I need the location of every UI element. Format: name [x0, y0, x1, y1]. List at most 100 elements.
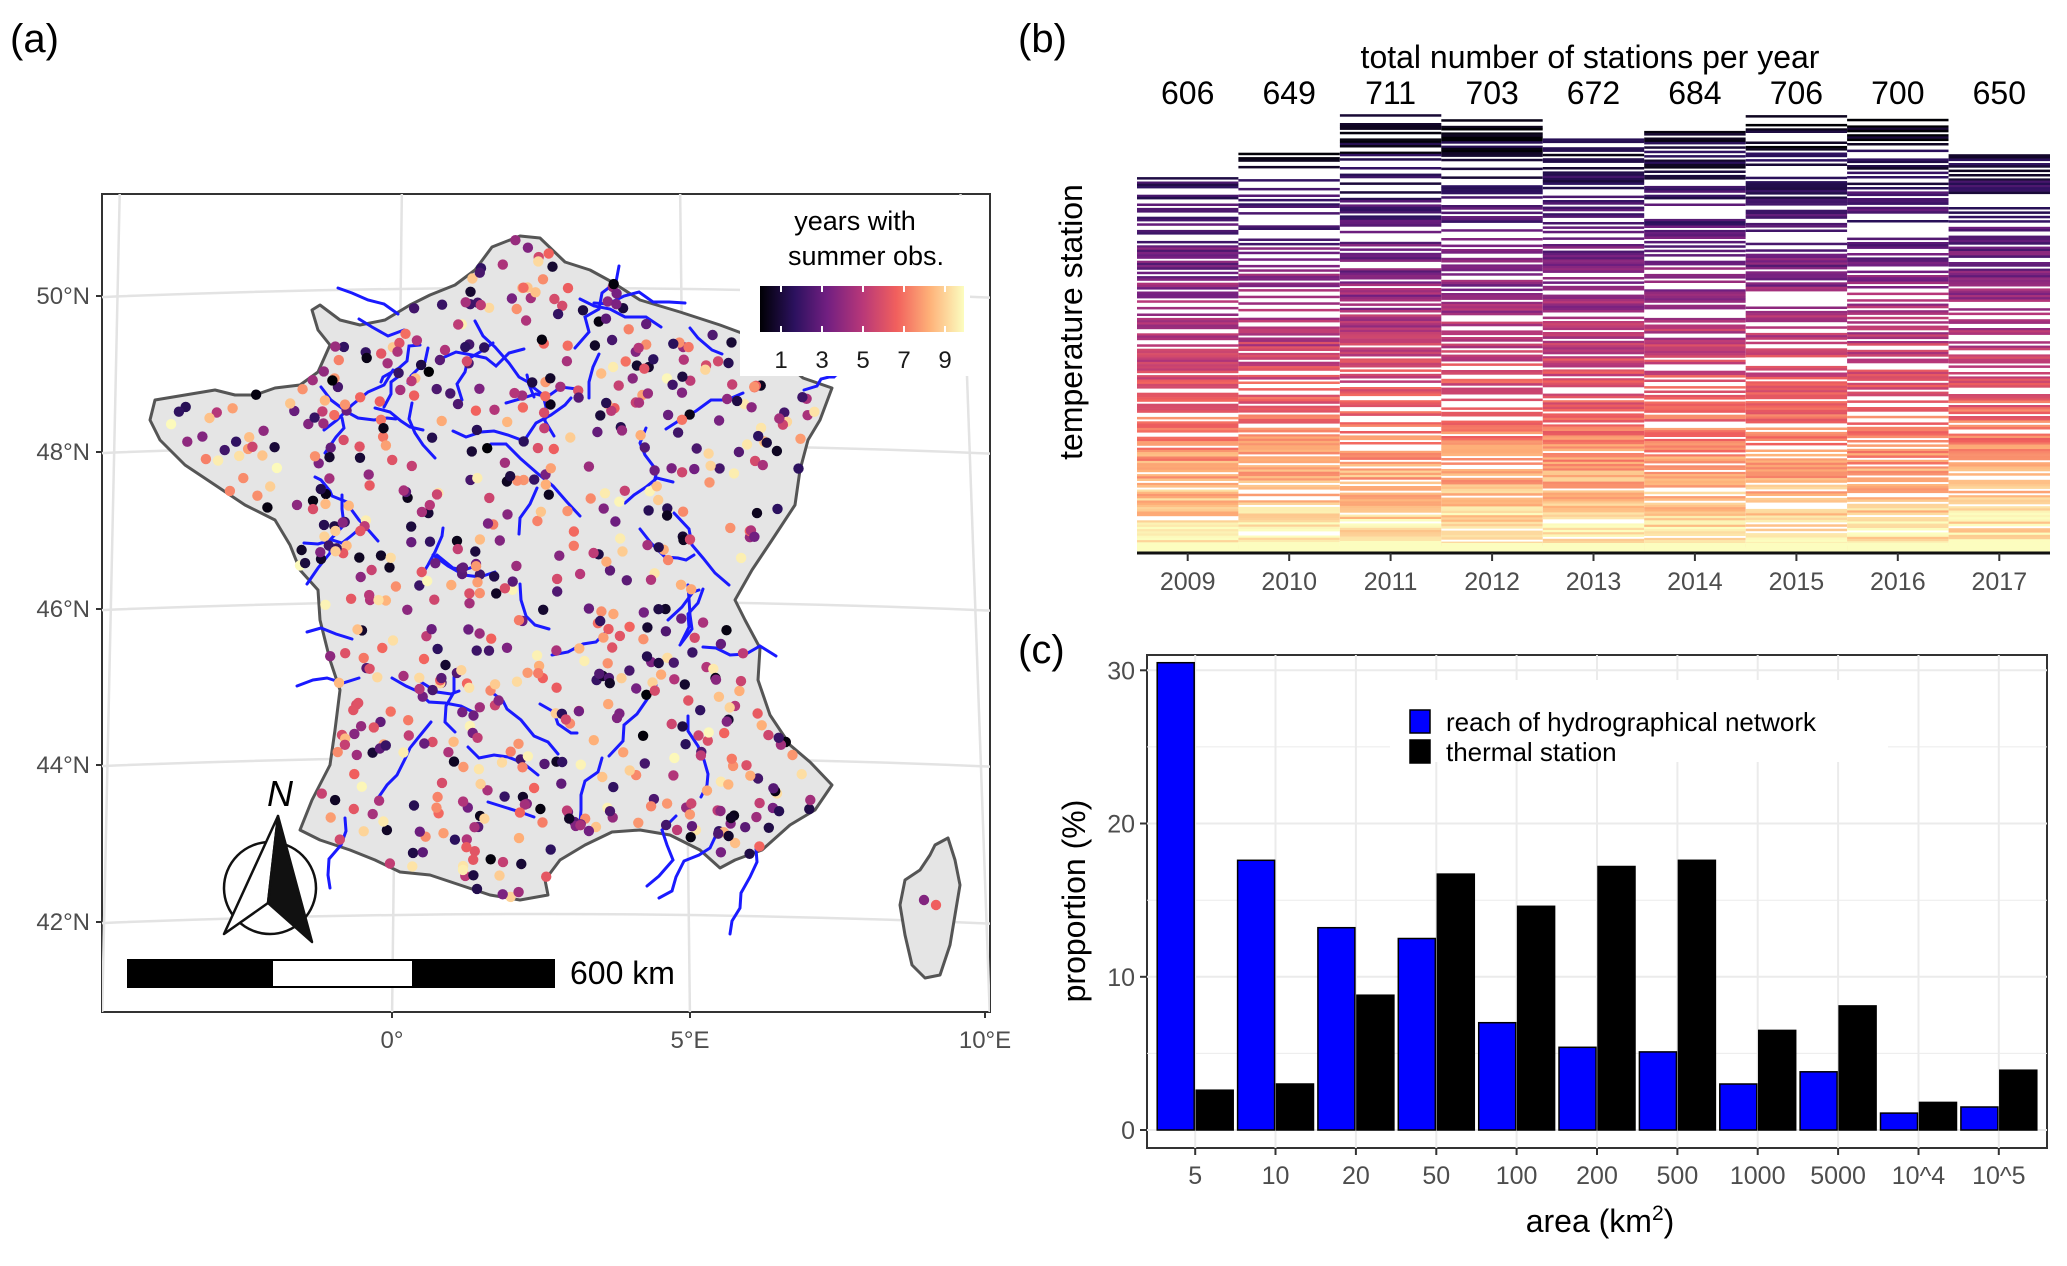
station-dot — [439, 344, 451, 356]
bar-x-tick-5000: 5000 — [1810, 1162, 1866, 1190]
heatmap-cell — [1847, 519, 1949, 522]
heatmap-cell — [1137, 522, 1239, 525]
heatmap-cell — [1644, 291, 1746, 294]
heatmap-cell — [1745, 198, 1848, 202]
heatmap-cell — [1847, 165, 1949, 168]
scale-bar: 600 km — [127, 955, 675, 991]
station-count-2009: 606 — [1161, 75, 1214, 111]
heatmap-cell — [1644, 401, 1746, 404]
heatmap-cell — [1847, 321, 1949, 324]
station-dot — [668, 338, 679, 349]
heatmap-cell — [1644, 478, 1746, 481]
bar-ylabel: proportion (%) — [1056, 800, 1092, 1003]
station-dot — [545, 373, 556, 384]
heatmap-cell — [1441, 392, 1543, 395]
heatmap-cell — [1847, 523, 1949, 527]
heatmap-cell — [1339, 316, 1442, 320]
heatmap-cell — [1847, 149, 1949, 153]
heatmap-cell — [1542, 261, 1645, 265]
station-dot — [345, 593, 357, 604]
heatmap-cell — [1137, 430, 1239, 433]
station-dot — [309, 451, 321, 462]
station-dot — [702, 735, 713, 746]
heatmap-cell — [1441, 249, 1543, 252]
heatmap-cell — [1542, 417, 1645, 421]
heatmap-cell — [1847, 292, 1949, 296]
heatmap-cell — [1542, 259, 1645, 262]
heatmap-cell — [1644, 194, 1746, 198]
heatmap-cell — [1948, 169, 2050, 173]
heatmap-cell — [1542, 446, 1645, 449]
station-dot — [604, 565, 616, 576]
heatmap-cell — [1948, 246, 2050, 250]
heatmap-cell — [1847, 448, 1949, 452]
bar-network-5 — [1156, 661, 1195, 1131]
station-dot — [676, 414, 688, 425]
heatmap-cell — [1542, 305, 1645, 309]
heatmap-cell — [1745, 183, 1848, 186]
heatmap-cell — [1441, 282, 1543, 285]
heatmap-cell — [1542, 457, 1645, 460]
river-segment — [587, 352, 601, 400]
heatmap-cell — [1137, 529, 1239, 532]
heatmap-cell — [1847, 354, 1949, 357]
heatmap-cell — [1238, 443, 1340, 446]
bar-x-tick-50: 50 — [1422, 1162, 1450, 1190]
heatmap-cell — [1441, 339, 1543, 342]
station-dot — [666, 718, 677, 730]
station-dot — [457, 796, 469, 807]
heatmap-cell — [1644, 416, 1746, 420]
heatmap-cell — [1745, 211, 1848, 215]
station-dot — [573, 706, 585, 717]
panel-b: (b) total number of stations per year te… — [1018, 17, 2050, 596]
station-dot — [607, 361, 619, 373]
station-dot — [715, 805, 726, 817]
heatmap-cell — [1542, 294, 1645, 298]
heatmap-cell — [1137, 348, 1239, 352]
heatmap-cell — [1948, 165, 2050, 168]
station-dot — [746, 402, 757, 413]
legend-tick-3: 3 — [815, 347, 828, 374]
station-dot — [700, 364, 711, 375]
heatmap-cell — [1948, 347, 2050, 351]
station-dot — [667, 379, 678, 390]
station-dot — [754, 841, 765, 852]
station-dot — [373, 594, 384, 606]
station-dot — [366, 564, 377, 576]
station-dot — [390, 581, 402, 592]
station-dot — [325, 812, 336, 823]
station-dot — [519, 799, 531, 810]
heatmap-cell — [1238, 308, 1340, 312]
legend-swatch-network — [1409, 709, 1431, 734]
station-dot — [332, 746, 343, 758]
heatmap-cell — [1948, 537, 2050, 540]
heatmap-cell — [1238, 427, 1340, 431]
heatmap-cell — [1441, 515, 1543, 518]
station-dot — [269, 442, 280, 453]
station-dot — [436, 672, 447, 684]
heatmap-cell — [1644, 465, 1746, 468]
station-dot — [392, 346, 403, 357]
heatmap-cell — [1542, 499, 1645, 502]
heatmap-cell — [1137, 449, 1239, 453]
station-dot — [543, 489, 554, 500]
heatmap-cell — [1847, 136, 1949, 139]
heatmap-cell — [1847, 528, 1949, 531]
heatmap-cell — [1339, 200, 1442, 203]
heatmap-cell — [1339, 437, 1442, 441]
heatmap-cell — [1847, 479, 1949, 483]
heatmap-cell — [1745, 286, 1848, 290]
station-dot — [408, 390, 420, 401]
heatmap-cell — [1542, 497, 1645, 500]
heatmap-cell — [1441, 139, 1543, 142]
heatmap-cell — [1948, 308, 2050, 311]
heatmap-cell — [1745, 458, 1848, 461]
station-dot — [511, 560, 522, 572]
heatmap-cell — [1542, 178, 1645, 181]
heatmap-cell — [1745, 464, 1848, 468]
heatmap-column-2009 — [1137, 177, 1239, 554]
station-dot — [547, 261, 558, 272]
heatmap-cell — [1441, 279, 1543, 283]
heatmap-cell — [1339, 252, 1442, 256]
heatmap-cell — [1542, 404, 1645, 408]
